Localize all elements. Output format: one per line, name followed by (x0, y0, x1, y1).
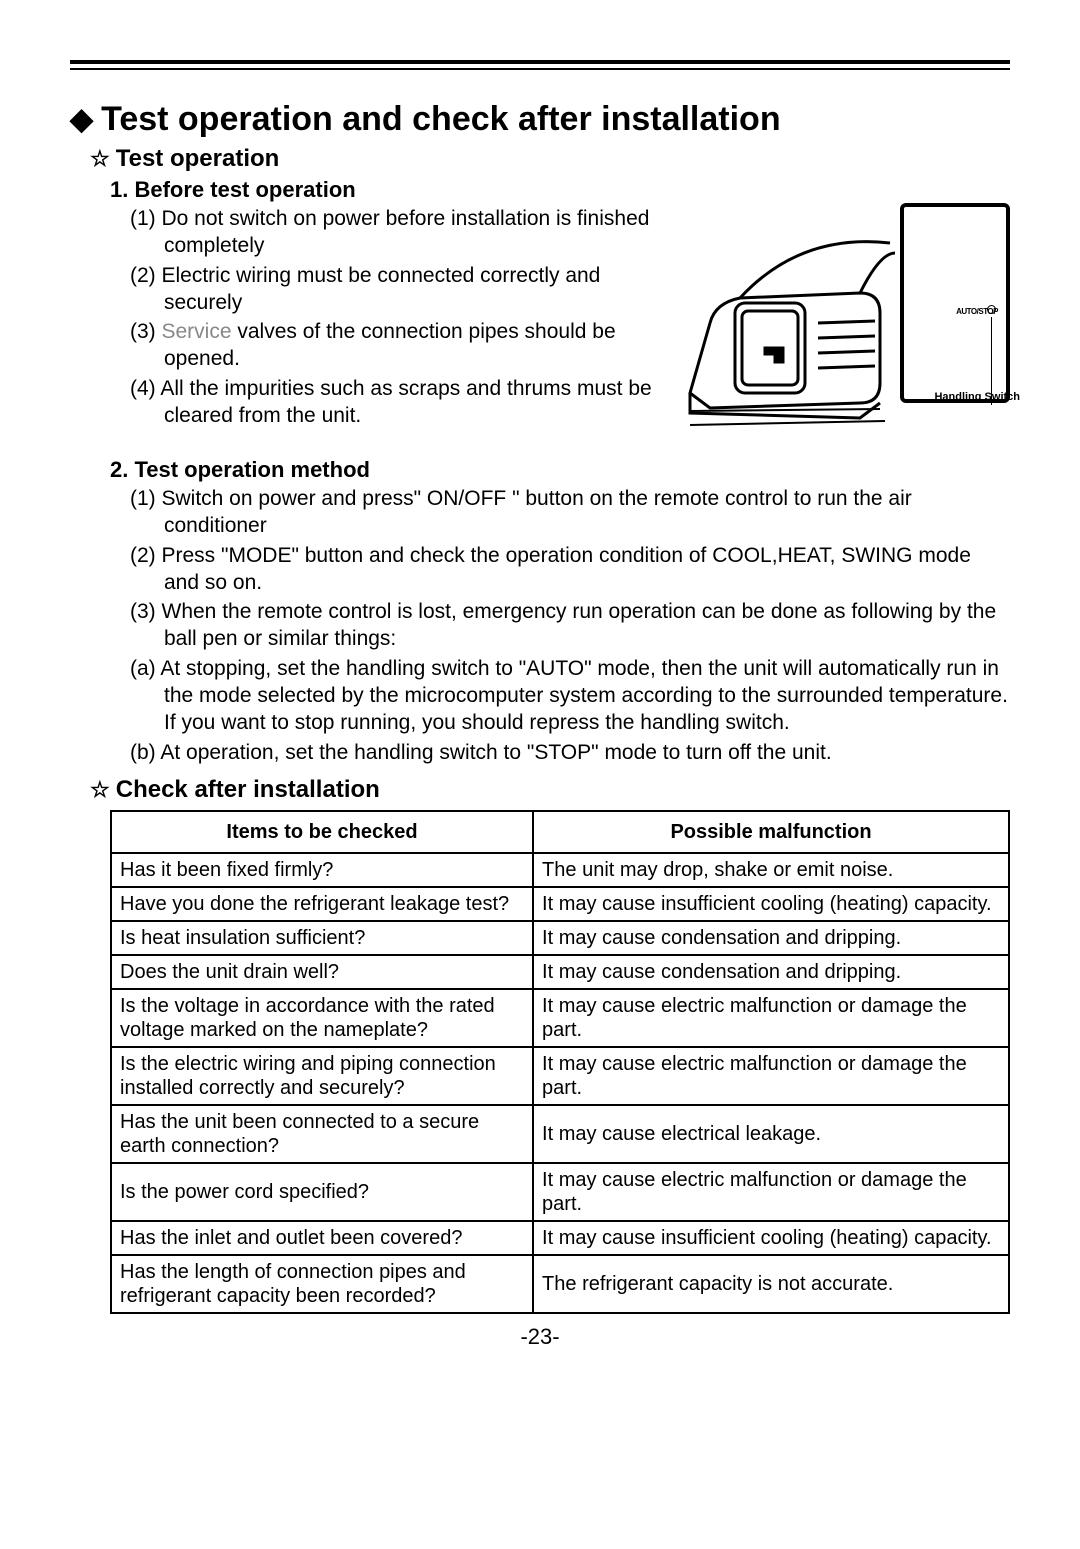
table-row: Has the inlet and outlet been covered?It… (111, 1221, 1009, 1255)
cell: Has the inlet and outlet been covered? (111, 1221, 533, 1255)
cell: Has the length of connection pipes and r… (111, 1255, 533, 1313)
body-row: (1) Do not switch on power before instal… (70, 203, 1010, 453)
cell: The unit may drop, shake or emit noise. (533, 853, 1009, 887)
method-item-1: (1) Switch on power and press" ON/OFF " … (130, 485, 1010, 540)
cell: Is the power cord specified? (111, 1163, 533, 1221)
cell: Is the voltage in accordance with the ra… (111, 989, 533, 1047)
table-body: Has it been fixed firmly?The unit may dr… (111, 853, 1009, 1313)
top-rule-thin (70, 68, 1010, 70)
section-b-title: Check after installation (116, 776, 380, 804)
th-malfunction: Possible malfunction (533, 811, 1009, 853)
before-item-1: (1) Do not switch on power before instal… (130, 205, 670, 260)
heading-test-method: 2. Test operation method (110, 457, 1010, 483)
handling-switch-label: Handling Switch (934, 391, 1020, 403)
table-row: Have you done the refrigerant leakage te… (111, 887, 1009, 921)
before-item-4: (4) All the impurities such as scraps an… (130, 375, 670, 430)
cell: It may cause condensation and dripping. (533, 921, 1009, 955)
section-a-title: Test operation (116, 145, 280, 173)
page: ◆ Test operation and check after install… (0, 0, 1080, 1370)
before-item-2: (2) Electric wiring must be connected co… (130, 262, 670, 317)
cell: Have you done the refrigerant leakage te… (111, 887, 533, 921)
star-icon: ☆ (90, 777, 110, 803)
i3-post: valves of the connection pipes should be… (164, 320, 616, 370)
cell: It may cause electric malfunction or dam… (533, 1047, 1009, 1105)
diamond-icon: ◆ (70, 105, 93, 135)
table-row: Does the unit drain well?It may cause co… (111, 955, 1009, 989)
top-rule-thick (70, 60, 1010, 64)
figure-column: AUTO/STOP Handling Switch (670, 203, 1010, 453)
table-row: Has it been fixed firmly?The unit may dr… (111, 853, 1009, 887)
method-item-b: (b) At operation, set the handling switc… (130, 739, 1010, 766)
cell: Has it been fixed firmly? (111, 853, 533, 887)
table-header-row: Items to be checked Possible malfunction (111, 811, 1009, 853)
section-test-operation: ☆ Test operation (90, 145, 1010, 173)
main-title-text: Test operation and check after installat… (101, 100, 781, 139)
th-items: Items to be checked (111, 811, 533, 853)
star-icon: ☆ (90, 146, 110, 172)
heading-before-test: 1. Before test operation (110, 177, 1010, 203)
method-item-a: (a) At stopping, set the handling switch… (130, 655, 1010, 737)
auto-stop-button-icon (987, 305, 996, 314)
cell: It may cause electric malfunction or dam… (533, 989, 1009, 1047)
i3-pre: (3) (130, 320, 162, 343)
before-item-3: (3) Service valves of the connection pip… (130, 318, 670, 373)
cell: It may cause electrical leakage. (533, 1105, 1009, 1163)
cell: Is heat insulation sufficient? (111, 921, 533, 955)
page-number: -23- (70, 1324, 1010, 1350)
section-check-after: ☆ Check after installation (90, 776, 1010, 804)
cell: Is the electric wiring and piping connec… (111, 1047, 533, 1105)
cell: Has the unit been connected to a secure … (111, 1105, 533, 1163)
check-table: Items to be checked Possible malfunction… (110, 810, 1010, 1314)
i3-grey: Service (162, 320, 232, 343)
cell: It may cause insufficient cooling (heati… (533, 887, 1009, 921)
cell: It may cause condensation and dripping. (533, 955, 1009, 989)
cell: Does the unit drain well? (111, 955, 533, 989)
table-row: Is the voltage in accordance with the ra… (111, 989, 1009, 1047)
table-row: Is the power cord specified?It may cause… (111, 1163, 1009, 1221)
cell: It may cause electric malfunction or dam… (533, 1163, 1009, 1221)
cell: The refrigerant capacity is not accurate… (533, 1255, 1009, 1313)
method-item-3: (3) When the remote control is lost, eme… (130, 598, 1010, 653)
main-title: ◆ Test operation and check after install… (70, 100, 1010, 139)
text-column: (1) Do not switch on power before instal… (70, 203, 670, 429)
table-row: Is heat insulation sufficient?It may cau… (111, 921, 1009, 955)
table-row: Has the unit been connected to a secure … (111, 1105, 1009, 1163)
method-item-2: (2) Press "MODE" button and check the op… (130, 542, 1010, 597)
control-panel: AUTO/STOP (900, 203, 1010, 403)
table-row: Is the electric wiring and piping connec… (111, 1047, 1009, 1105)
cell: It may cause insufficient cooling (heati… (533, 1221, 1009, 1255)
ac-unit-figure: AUTO/STOP Handling Switch (680, 203, 1010, 453)
table-row: Has the length of connection pipes and r… (111, 1255, 1009, 1313)
